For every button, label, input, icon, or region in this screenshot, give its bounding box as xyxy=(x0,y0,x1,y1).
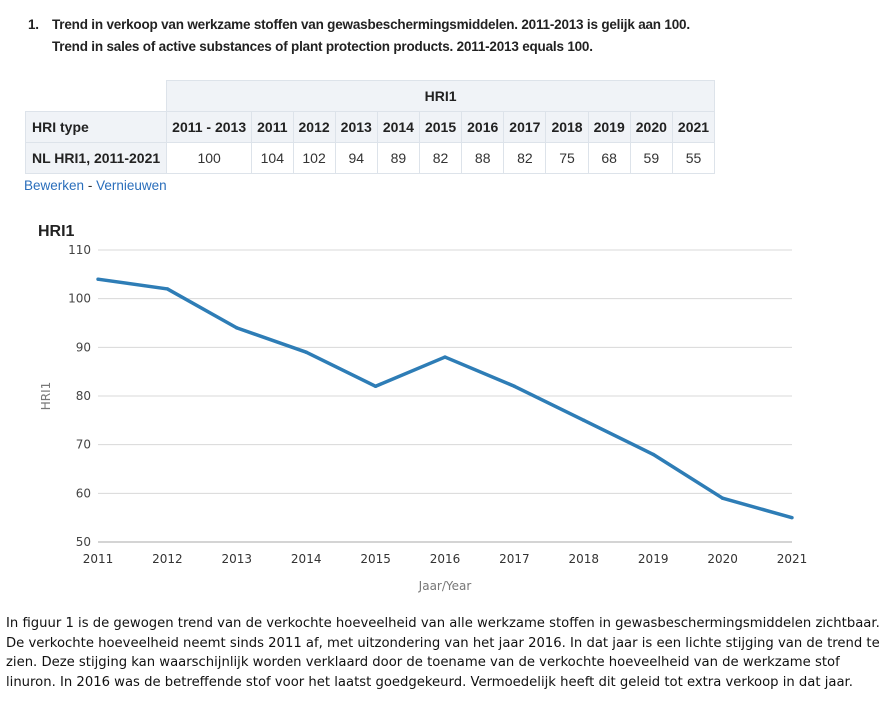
x-tick-label: 2011 xyxy=(83,552,114,566)
table-cell: 102 xyxy=(292,142,336,174)
column-header: 2018 xyxy=(545,111,589,143)
row-label: NL HRI1, 2011-2021 xyxy=(24,142,168,174)
description-paragraph: In figuur 1 is de gewogen trend van de v… xyxy=(6,616,880,690)
line-chart: HRI1 50 60 70 80 90 100 110 2011 2012 2013 2014 2015… xyxy=(38,223,808,593)
x-tick-label: 2015 xyxy=(360,552,391,566)
figure-heading: 1. Trend in verkoop van werkzame stoffen… xyxy=(28,14,690,58)
link-separator: - xyxy=(87,178,93,193)
table-cell: 88 xyxy=(461,142,505,174)
group-header: HRI1 xyxy=(166,80,716,112)
table-cell: 75 xyxy=(545,142,589,174)
column-header: 2012 xyxy=(292,111,336,143)
x-tick-label: 2016 xyxy=(430,552,461,566)
edit-link[interactable]: Bewerken xyxy=(24,178,85,193)
data-point xyxy=(373,384,378,388)
row-header: HRI type xyxy=(24,111,168,143)
column-header: 2015 xyxy=(418,111,463,143)
x-axis-label: Jaar/Year xyxy=(418,579,472,593)
blank-cell xyxy=(25,80,167,112)
x-tick-label: 2020 xyxy=(707,552,738,566)
table-cell: 55 xyxy=(671,142,716,174)
chart-title: HRI1 xyxy=(38,223,75,240)
y-tick-label: 50 xyxy=(76,535,91,549)
x-tick-label: 2018 xyxy=(569,552,600,566)
column-header: 2016 xyxy=(461,111,505,143)
y-axis-label: HRI1 xyxy=(39,382,53,411)
data-point xyxy=(96,277,100,281)
data-point xyxy=(235,326,239,330)
table-row: NL HRI1, 2011-2021 100 104 102 94 89 82 88 82 75 6… xyxy=(24,142,716,174)
y-tick-label: 100 xyxy=(68,292,91,306)
figure-number: 1. xyxy=(28,17,39,32)
column-header: 2014 xyxy=(376,111,420,143)
column-header: 2011 xyxy=(251,111,294,143)
x-tick-label: 2021 xyxy=(777,552,808,566)
table-cell: 68 xyxy=(587,142,631,174)
data-point xyxy=(304,350,308,354)
y-tick-label: 80 xyxy=(76,389,91,403)
column-header: 2011 - 2013 xyxy=(166,111,253,143)
y-tick-label: 110 xyxy=(68,243,91,257)
table-cell: 89 xyxy=(376,142,420,174)
column-header: 2017 xyxy=(503,111,547,143)
data-table: HRI1 HRI type 2011 - 2013 2011 2012 2013 2014… xyxy=(24,80,716,174)
x-tick-label: 2019 xyxy=(638,552,669,566)
table-cell: 59 xyxy=(629,142,673,174)
data-point xyxy=(651,452,655,457)
data-point xyxy=(790,515,794,520)
column-header: 2013 xyxy=(334,111,378,143)
series-line xyxy=(97,277,793,520)
column-header: 2021 xyxy=(671,111,716,143)
data-point xyxy=(512,384,517,388)
table-cell: 104 xyxy=(251,142,294,174)
data-point xyxy=(443,355,447,359)
y-tick-label: 60 xyxy=(76,486,91,500)
table-cell: 100 xyxy=(166,142,253,174)
y-tick-label: 90 xyxy=(76,340,91,354)
heading-en: Trend in sales of active substances of p… xyxy=(52,39,593,54)
table-cell: 94 xyxy=(334,142,378,174)
column-header: 2020 xyxy=(629,111,673,143)
table-links: Bewerken - Vernieuwen xyxy=(24,178,167,193)
x-tick-label: 2014 xyxy=(291,552,322,566)
refresh-link[interactable]: Vernieuwen xyxy=(96,178,167,193)
x-tick-label: 2017 xyxy=(499,552,530,566)
column-header: 2019 xyxy=(587,111,631,143)
x-tick-label: 2013 xyxy=(222,552,253,566)
x-tick-label: 2012 xyxy=(152,552,183,566)
data-point xyxy=(165,287,170,291)
table-cell: 82 xyxy=(418,142,463,174)
data-point xyxy=(720,496,725,500)
y-tick-label: 70 xyxy=(76,438,91,452)
heading-nl: Trend in verkoop van werkzame stoffen va… xyxy=(52,17,690,32)
table-cell: 82 xyxy=(503,142,547,174)
data-point xyxy=(582,418,586,423)
